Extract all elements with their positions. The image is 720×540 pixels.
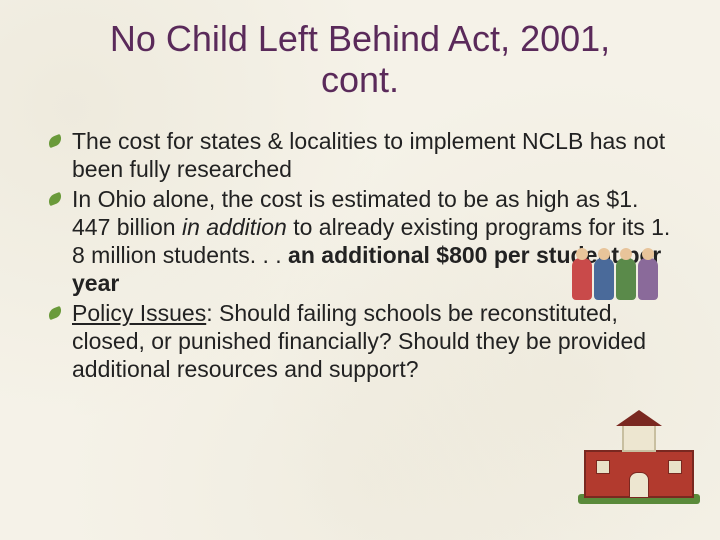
school-roof [616, 410, 662, 426]
school-window [596, 460, 610, 474]
bullet-item: Policy Issues: Should failing schools be… [54, 299, 680, 383]
musician-figure [572, 258, 592, 300]
bullet-text-segment: Policy Issues [72, 300, 206, 326]
bullet-text-segment: in addition [182, 214, 287, 240]
musician-figure [616, 258, 636, 300]
school-tower [622, 424, 656, 452]
school-clipart [584, 408, 694, 498]
musician-figure [638, 258, 658, 300]
bullet-item: The cost for states & localities to impl… [54, 127, 680, 183]
slide-title: No Child Left Behind Act, 2001, cont. [40, 18, 680, 101]
school-door [629, 472, 649, 498]
musicians-clipart [572, 240, 658, 300]
slide: No Child Left Behind Act, 2001, cont. Th… [0, 0, 720, 405]
musician-figure [594, 258, 614, 300]
school-window [668, 460, 682, 474]
bullet-text-segment: The cost for states & localities to impl… [72, 128, 665, 182]
